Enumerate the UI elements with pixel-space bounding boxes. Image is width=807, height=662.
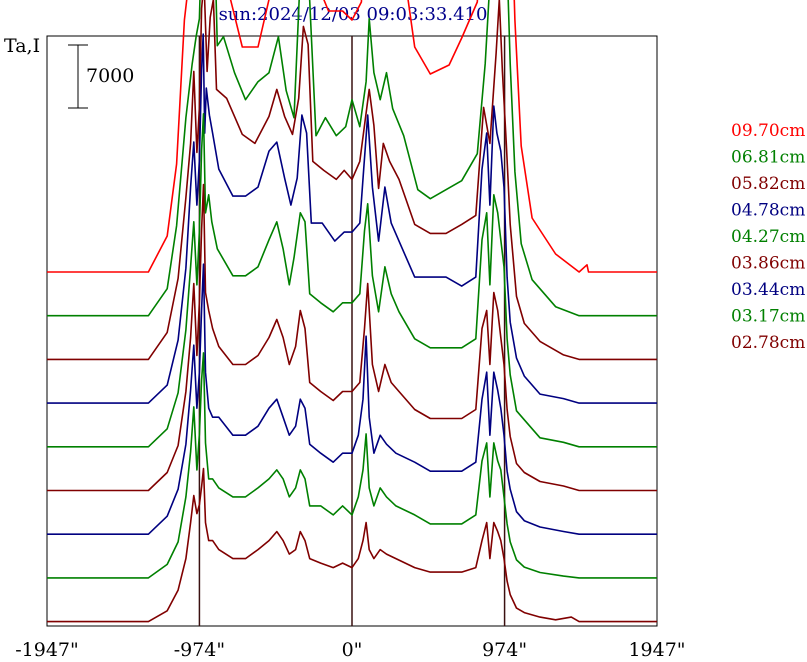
series-line-03.86cm (47, 183, 657, 492)
series-layer (47, 0, 657, 623)
legend-entry: 03.86cm (731, 254, 805, 274)
x-tick-label: -974" (174, 639, 225, 661)
series-line-03.17cm (47, 352, 657, 579)
legend-entry: 06.81cm (731, 148, 805, 168)
x-tick-label: -1947" (15, 639, 79, 661)
legend: 09.70cm 06.81cm 05.82cm 04.78cm 04.27cm 03.86… (731, 121, 805, 353)
series-line-02.78cm (47, 467, 657, 623)
x-tick-label: 0" (342, 639, 363, 661)
chart-title: sun:2024/12/03 09:03:33.410 (219, 4, 488, 25)
x-tick-label: 974" (482, 639, 527, 661)
legend-entry: 05.82cm (731, 174, 805, 194)
legend-entry: 04.27cm (731, 227, 805, 247)
legend-entry: 03.44cm (731, 280, 805, 300)
legend-entry: 02.78cm (731, 333, 805, 353)
series-line-03.44cm (47, 263, 657, 535)
y-axis-label: Ta,I (4, 35, 40, 57)
legend-entry: 04.78cm (731, 201, 805, 221)
series-line-04.78cm (47, 33, 657, 404)
legend-entry: 09.70cm (731, 121, 805, 141)
x-tick-label: 1947" (628, 639, 685, 661)
series-line-06.81cm (47, 0, 657, 317)
series-line-05.82cm (47, 0, 657, 361)
scale-bar-label: 7000 (86, 65, 134, 87)
legend-entry: 03.17cm (731, 307, 805, 327)
scale-bar: 7000 (68, 44, 134, 109)
reference-lines (198, 36, 506, 626)
x-axis-ticks: -1947" -974" 0" 974" 1947" (15, 639, 685, 661)
series-line-04.27cm (47, 113, 657, 448)
